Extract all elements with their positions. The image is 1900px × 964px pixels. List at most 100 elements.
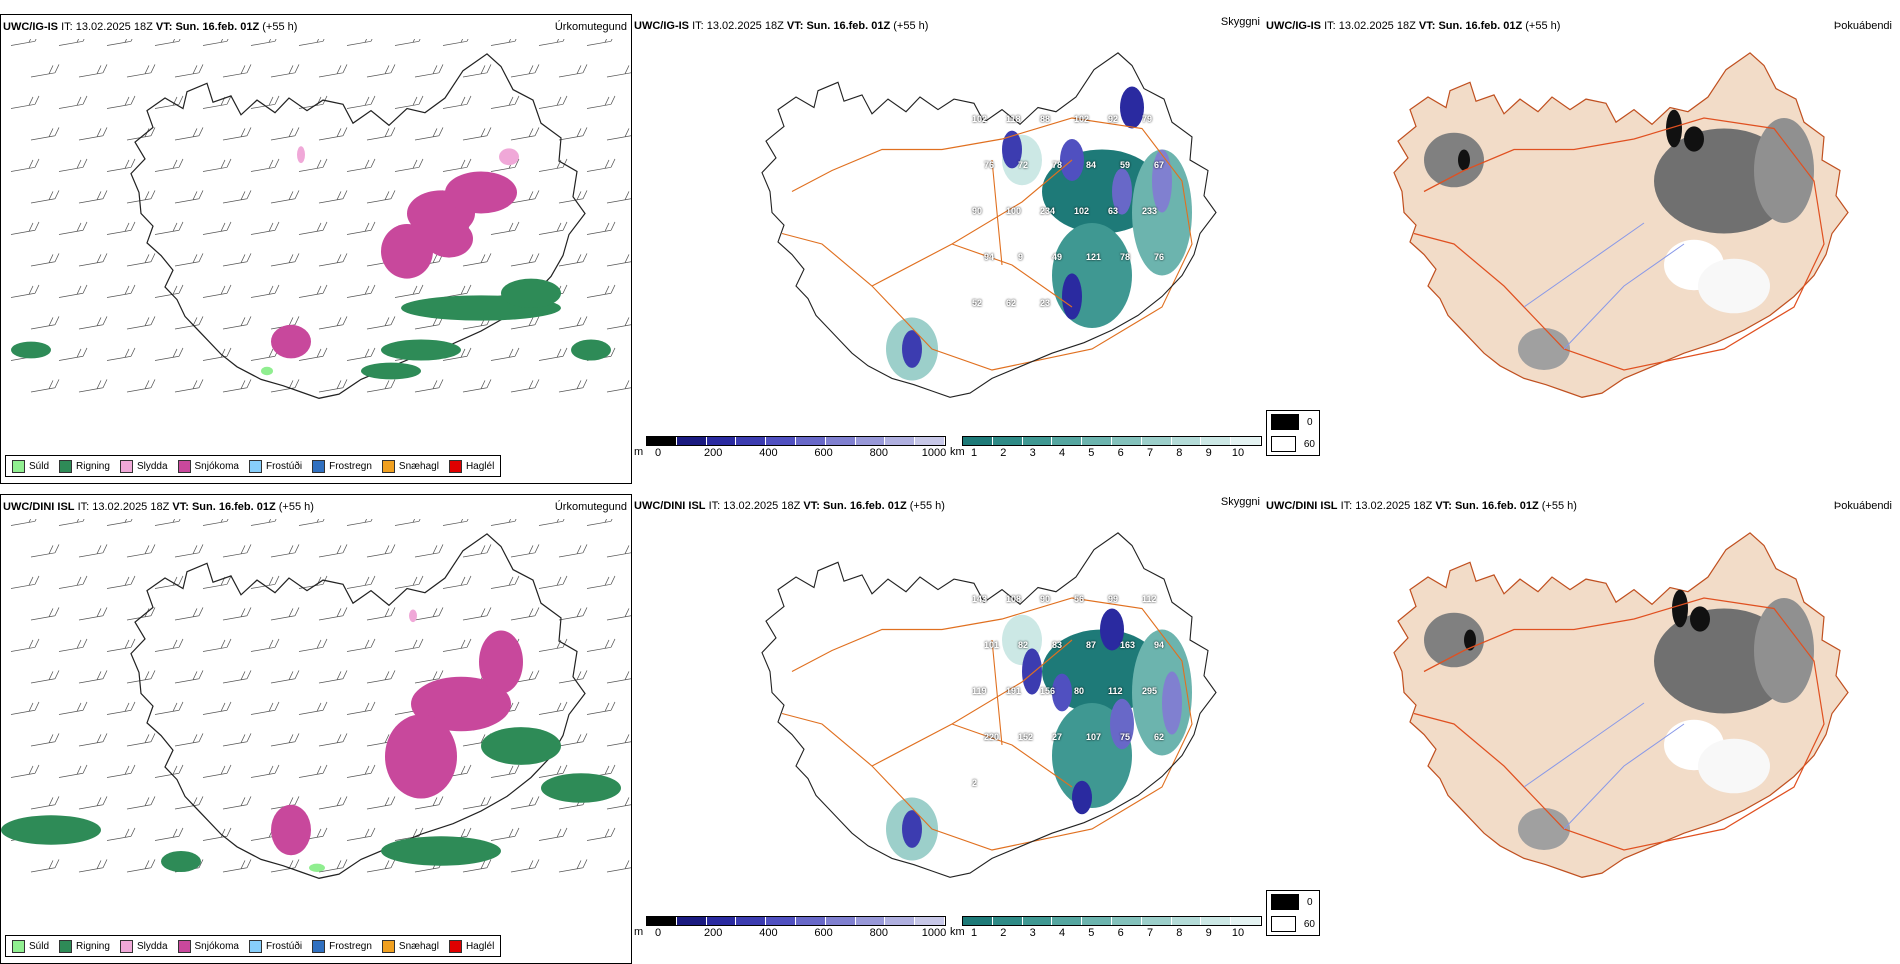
fog-legend-swatch-white [1271,916,1296,932]
wind-barb [414,796,444,810]
wind-barb [298,519,325,526]
rain-area [1,815,101,845]
wind-barb [126,670,156,684]
wind-barb [58,764,88,778]
fog-index-area [1464,629,1476,651]
fog-legend: 0 60 [1266,890,1320,936]
road [1413,117,1825,371]
colorbar-cell [1201,917,1232,925]
wind-barb [318,127,348,141]
panel-header: UWC/DINI ISL IT: 13.02.2025 18Z VT: Sun.… [1266,500,1577,512]
wind-barb [154,39,181,46]
wind-barb [462,544,492,558]
wind-barb [126,64,156,78]
wind-barb [174,127,204,141]
wind-barb [394,519,421,526]
sleet-area [297,146,305,164]
wind-barb [394,95,424,109]
visibility-value-label: 27 [1052,732,1063,742]
wind-barb [318,544,348,558]
colorbar-tick: 0 [654,447,662,459]
fog-map [1393,52,1849,398]
colorbar-cell [992,437,1023,445]
colorbar-tick: 9 [1205,447,1212,459]
colorbar-cell [676,437,707,445]
colorbar-cell [1052,437,1083,445]
colorbar-tick: 6 [1117,927,1124,939]
wind-barb [366,859,396,873]
wind-barb [154,638,184,652]
wind-barb [154,519,181,526]
visibility-m-area [902,810,922,848]
wind-barb [606,317,631,330]
panel-header: UWC/IG-IS IT: 13.02.2025 18Z VT: Sun. 16… [1266,20,1561,32]
wind-barb [606,65,631,78]
snow-area [411,676,511,732]
wind-barb [318,733,348,747]
wind-barb [270,253,300,267]
visibility-m-area [1052,673,1072,712]
wind-barb [106,575,136,589]
wind-barb [558,607,588,621]
wind-barb [606,380,631,393]
wind-barb [106,284,136,298]
colorbar-cell [885,437,916,445]
panel-header: UWC/DINI ISL IT: 13.02.2025 18Z VT: Sun.… [634,500,945,512]
wind-barb [366,64,396,78]
legend-item: Slydda [119,459,168,473]
wind-barb [490,95,520,109]
wind-barb [510,190,540,204]
road-network [781,597,1193,851]
panel-title: Skyggni [1220,16,1260,28]
colorbar-cell [825,917,856,925]
rain-area [161,851,201,872]
wind-barb [222,379,252,393]
wind-barb [126,379,156,393]
colorbar-cell [1082,917,1112,925]
wind-barb [318,190,348,204]
precip-type-map [1,519,631,879]
legend-item: Frostúði [248,939,302,953]
wind-barb [442,39,469,46]
wind-barb [174,379,204,393]
wind-barb [586,638,616,652]
wind-barb [270,733,300,747]
visibility-m-area [902,330,922,368]
wind-barb [30,607,60,621]
legend-swatch [12,459,25,473]
wind-barb [490,519,517,526]
wind-barb [346,827,376,841]
wind-barb [586,701,616,715]
visibility-m-area [1110,698,1134,750]
fog-index-area [1754,598,1814,703]
fog-index-area [1690,606,1710,632]
wind-barb [126,253,156,267]
visibility-value-label: 163 [1120,640,1136,650]
visibility-value-label: 75 [1120,732,1131,742]
wind-barb [462,796,492,810]
colorbar-cell [963,437,993,445]
wind-barb [318,316,348,330]
fog-index-area [1672,589,1688,628]
colorbar-cell [1022,437,1053,445]
wind-barb [346,575,376,589]
wind-barb [442,575,472,589]
colorbar-cell [885,917,916,925]
wind-barb [222,127,252,141]
wind-barb [250,519,277,526]
wind-barb [298,158,328,172]
wind-barb [10,575,40,589]
wind-barb [442,158,472,172]
legend-item: Rigning [59,459,110,473]
fog-index-area [1518,808,1570,850]
visibility-value-label: 107 [1086,732,1102,742]
rain-area [11,341,51,359]
fog-panel-top: UWC/IG-IS IT: 13.02.2025 18Z VT: Sun. 16… [1264,14,1896,484]
wind-barb [250,39,277,46]
snow-area [479,630,523,694]
visibility-value-label: 49 [1052,252,1063,262]
visibility-value-label: 143 [972,594,988,604]
wind-barb [78,607,108,621]
colorbar-cell [647,437,677,445]
visibility-km-area [1052,222,1132,328]
